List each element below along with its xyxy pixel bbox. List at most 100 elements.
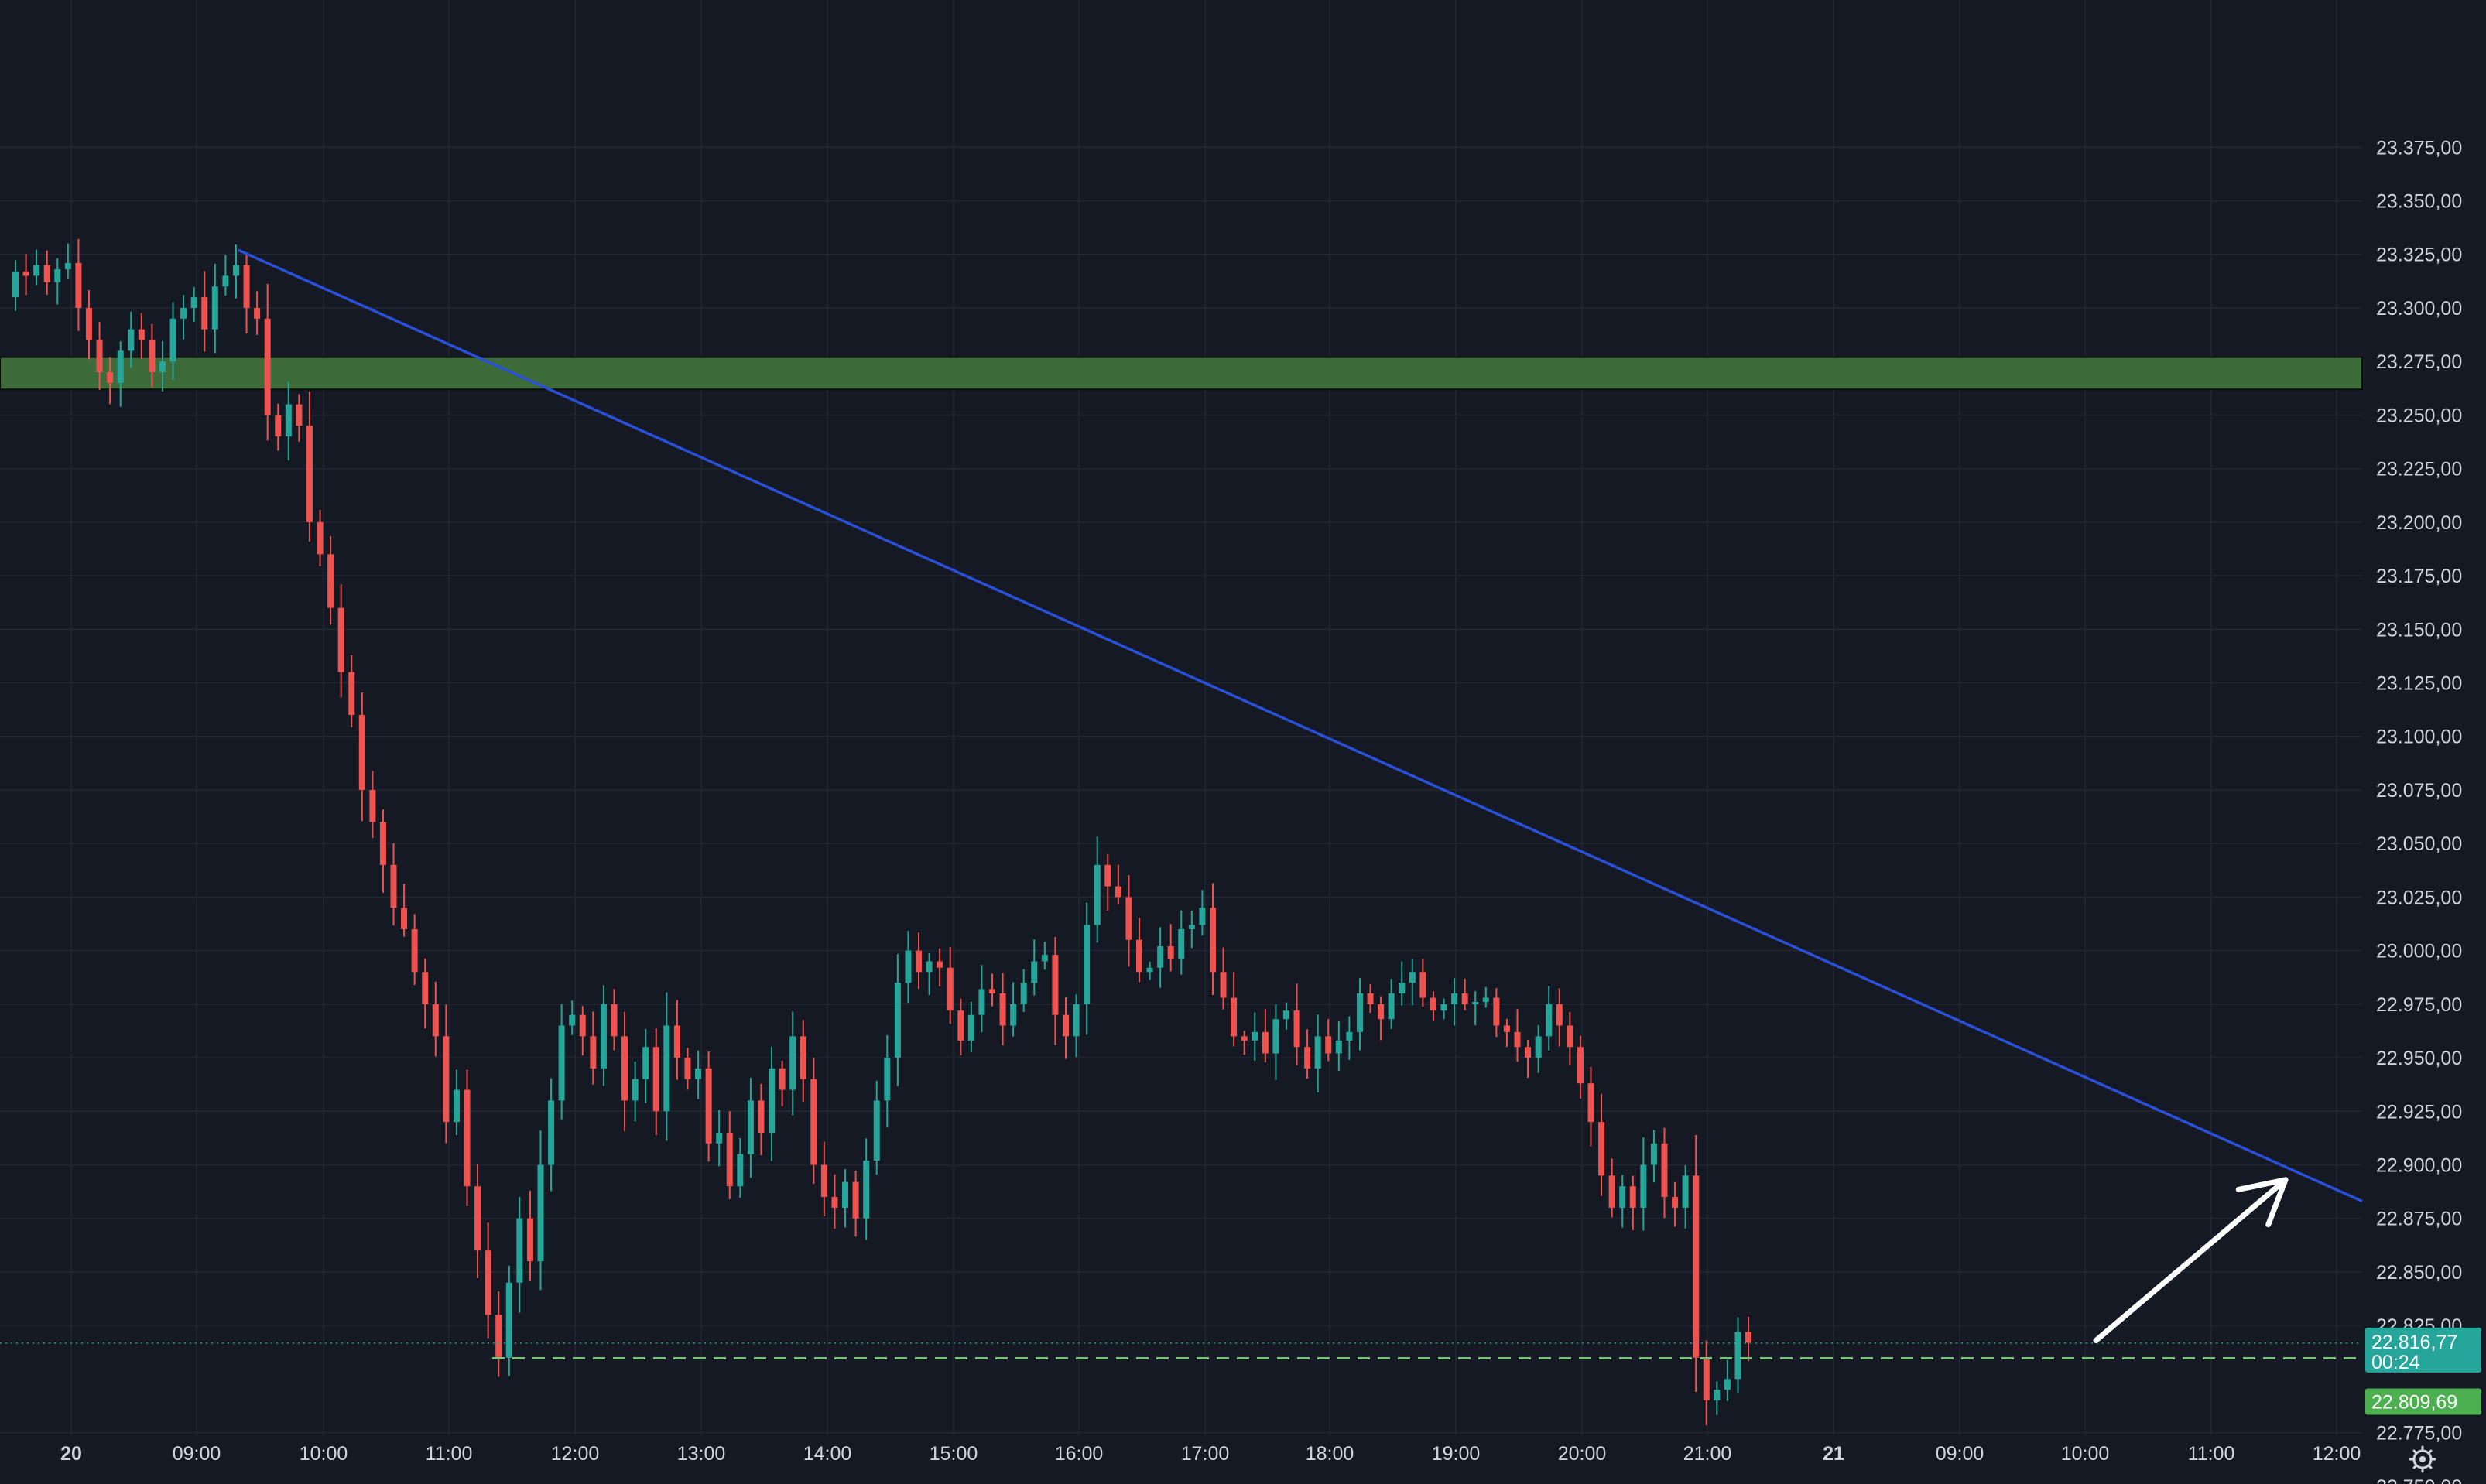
price-tick-label: 23.300,00: [2376, 298, 2462, 320]
candle: [43, 250, 50, 296]
candle: [432, 981, 439, 1057]
candle: [485, 1222, 491, 1339]
candle: [642, 1029, 649, 1103]
candle: [243, 253, 250, 334]
candle: [967, 1002, 974, 1052]
candle-body: [54, 269, 61, 282]
candle-body: [1640, 1164, 1647, 1208]
candle: [569, 1000, 576, 1035]
time-tick-label: 11:00: [426, 1443, 473, 1465]
candle-body: [1567, 1025, 1573, 1048]
candle-body: [1272, 1019, 1279, 1054]
level-price-badge: [2365, 1388, 2481, 1415]
candle-body: [558, 1025, 565, 1101]
candle: [348, 655, 355, 727]
candle-body: [820, 1164, 827, 1198]
price-tick-label: 23.000,00: [2376, 941, 2462, 963]
candle: [306, 391, 313, 542]
candle: [12, 260, 19, 311]
candle: [296, 394, 303, 442]
time-axis[interactable]: 20 09:00 10:00 11:00 12:00 13:00 14:00 15:00 16:…: [60, 1443, 2361, 1465]
candle-body: [505, 1282, 512, 1358]
candle-body: [800, 1036, 806, 1079]
candle-body: [1461, 993, 1468, 1004]
candle-body: [590, 1036, 597, 1069]
candle: [1335, 1021, 1342, 1071]
candle-body: [317, 521, 324, 555]
trendline[interactable]: [238, 248, 2363, 1203]
candle-body: [201, 297, 208, 330]
candle-body: [1157, 946, 1164, 968]
candle: [1493, 988, 1500, 1038]
resistance-zone[interactable]: [0, 356, 2363, 391]
candle-body: [117, 350, 124, 383]
candle-body: [1608, 1175, 1615, 1208]
candle: [64, 243, 71, 279]
candle: [411, 914, 418, 986]
candle: [758, 1083, 765, 1156]
time-tick-label: 21: [1823, 1443, 1844, 1465]
candle: [1587, 1066, 1594, 1147]
price-tick-label: 23.325,00: [2376, 244, 2462, 266]
candle: [379, 809, 386, 893]
price-tick-label: 22.900,00: [2376, 1154, 2462, 1176]
price-tick-label: 22.775,00: [2376, 1423, 2462, 1445]
candle-body: [1063, 1014, 1069, 1037]
candle-body: [1052, 955, 1059, 1015]
candle: [390, 843, 397, 926]
time-tick-label: 09:00: [1936, 1443, 1984, 1465]
candle-body: [232, 265, 239, 276]
candle-body: [401, 908, 408, 929]
candle: [159, 340, 166, 392]
candles: [12, 238, 1752, 1426]
arrow-drawing[interactable]: [2093, 1177, 2289, 1344]
candle-body: [1430, 997, 1436, 1011]
candle-body: [526, 1218, 533, 1262]
candle-body: [569, 1014, 576, 1026]
candle: [337, 584, 344, 698]
candle: [107, 357, 114, 405]
candle: [495, 1291, 502, 1377]
candle-body: [1146, 967, 1153, 973]
price-tick-label: 23.350,00: [2376, 191, 2462, 213]
candle-body: [138, 329, 145, 340]
candle-body: [1451, 993, 1458, 1004]
candle-body: [464, 1089, 471, 1187]
candle: [820, 1141, 827, 1217]
candle: [1231, 972, 1238, 1047]
candle-body: [1094, 864, 1101, 925]
candle: [989, 973, 996, 1007]
candle-body: [1282, 1010, 1289, 1020]
zone-rect[interactable]: [0, 356, 2363, 391]
candle-body: [1525, 1047, 1532, 1058]
price-tick-label: 23.200,00: [2376, 512, 2462, 534]
candle: [1672, 1181, 1679, 1227]
candle-body: [1472, 1002, 1479, 1004]
candle: [264, 283, 271, 441]
candle-body: [1167, 946, 1174, 959]
gear-icon[interactable]: [2409, 1445, 2436, 1473]
candle: [1084, 902, 1091, 1035]
last-price-label: 22.816,77: [2371, 1332, 2457, 1353]
candle: [1546, 986, 1553, 1051]
candle: [1020, 969, 1027, 1012]
candle-body: [180, 307, 187, 319]
candle-body: [652, 1047, 659, 1112]
candle-body: [957, 1010, 964, 1041]
candle: [1346, 1016, 1353, 1060]
candle: [201, 271, 208, 352]
price-tick-label: 22.750,00: [2376, 1476, 2462, 1484]
candle-body: [516, 1218, 523, 1283]
candle-body: [222, 275, 229, 287]
candle: [1241, 1031, 1248, 1055]
candle-body: [905, 950, 912, 983]
candle-body: [642, 1047, 649, 1079]
candle-body: [149, 340, 156, 373]
candle: [128, 311, 135, 368]
candle: [916, 932, 923, 990]
candle-body: [1745, 1332, 1752, 1343]
candle: [684, 1048, 691, 1090]
candle-body: [1356, 993, 1363, 1032]
candle: [590, 1011, 597, 1085]
